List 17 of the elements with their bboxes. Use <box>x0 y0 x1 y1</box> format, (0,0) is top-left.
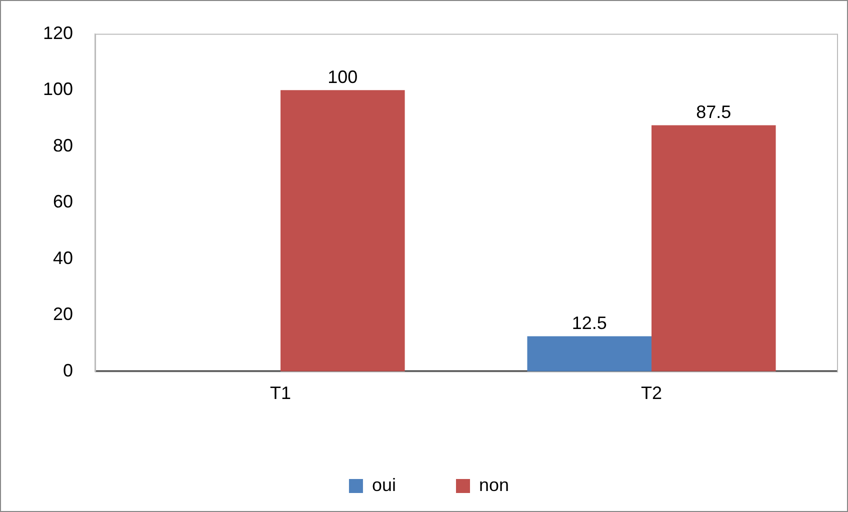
y-tick-label: 120 <box>42 22 74 43</box>
data-label: 87.5 <box>696 102 732 122</box>
y-tick-label: 20 <box>53 304 74 324</box>
data-label: 12.5 <box>572 313 607 334</box>
legend-label: non <box>478 474 510 495</box>
bar <box>527 336 652 372</box>
bar <box>652 125 776 372</box>
data-label: 100 <box>328 67 358 88</box>
bar <box>280 90 405 372</box>
y-tick-label: 40 <box>53 248 74 268</box>
y-tick-label: 60 <box>53 192 74 212</box>
x-tick-label: T1 <box>270 383 292 404</box>
y-tick-label: 80 <box>53 135 74 156</box>
x-tick-label: T2 <box>641 383 662 404</box>
y-tick-label: 0 <box>63 360 74 380</box>
y-tick-label: 100 <box>42 79 74 100</box>
legend-label: oui <box>372 474 396 495</box>
